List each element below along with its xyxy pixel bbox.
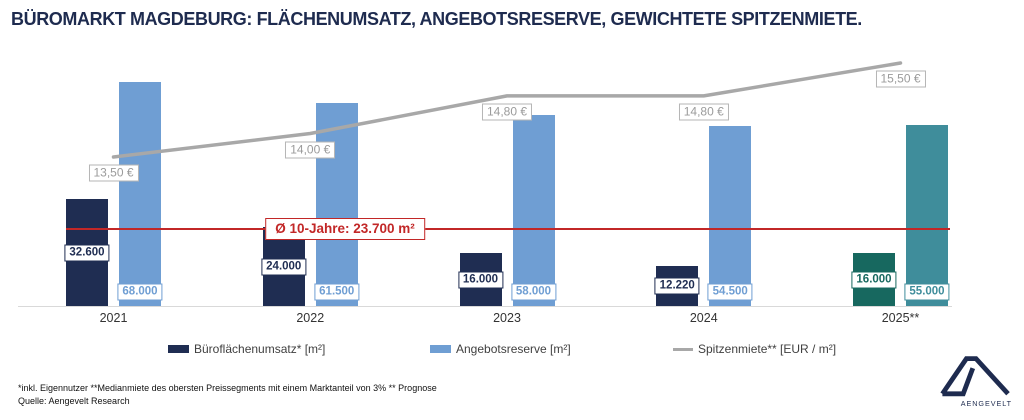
legend-bar-swatch-icon xyxy=(430,345,451,353)
value-label-bueroflaechenumsatz-2021: 32.600 xyxy=(64,244,110,261)
bar-angebotsreserve-2024 xyxy=(709,126,752,306)
value-label-angebotsreserve-2023: 58.000 xyxy=(510,283,557,301)
logo-a-icon xyxy=(940,356,1010,397)
value-label-angebotsreserve-2022: 61.500 xyxy=(314,283,360,301)
value-label-bueroflaechenumsatz-2022: 24.000 xyxy=(261,258,307,275)
footnotes: *inkl. Eigennutzer **Medianmiete des obe… xyxy=(18,382,437,408)
average-line-label: Ø 10-Jahre: 23.700 m² xyxy=(265,218,425,240)
legend-item-bueroflaechenumsatz: Büroflächenumsatz* [m²] xyxy=(168,342,325,356)
value-label-angebotsreserve-2021: 68.000 xyxy=(117,283,163,301)
legend-bar-swatch-icon xyxy=(168,345,189,353)
value-label-angebotsreserve-2025**: 55.000 xyxy=(904,283,950,301)
legend-label: Spitzenmiete** [EUR / m²] xyxy=(698,342,837,356)
legend-label: Angebotsreserve [m²] xyxy=(456,342,571,356)
value-label-bueroflaechenumsatz-2023: 16.000 xyxy=(457,271,504,288)
spitzenmiete-label-2023: 14,80 € xyxy=(481,103,533,121)
logo-brand-text: AENGEVELT xyxy=(961,399,1012,408)
category-label-2024: 2024 xyxy=(689,311,718,325)
spitzenmiete-label-2022: 14,00 € xyxy=(285,141,336,159)
spitzenmiete-label-2025**: 15,50 € xyxy=(875,70,926,88)
category-label-2021: 2021 xyxy=(99,311,128,325)
spitzenmiete-label-2024: 14,80 € xyxy=(678,103,729,121)
bar-angebotsreserve-2021 xyxy=(119,82,161,306)
page-title: BÜROMARKT MAGDEBURG: FLÄCHENUMSATZ, ANGE… xyxy=(11,9,862,29)
source-note: Quelle: Aengevelt Research xyxy=(18,396,130,406)
category-label-2023: 2023 xyxy=(493,311,521,325)
footnote-text: *inkl. Eigennutzer **Medianmiete des obe… xyxy=(18,383,437,393)
legend-item-spitzenmiete: Spitzenmiete** [EUR / m²] xyxy=(673,342,836,356)
average-line xyxy=(66,228,950,230)
legend-label: Büroflächenumsatz* [m²] xyxy=(194,342,326,356)
x-axis-line xyxy=(18,306,952,307)
legend-item-angebotsreserve: Angebotsreserve [m²] xyxy=(430,342,571,356)
category-label-2022: 2022 xyxy=(296,311,325,325)
aengevelt-logo: AENGEVELT xyxy=(940,356,1012,408)
bar-angebotsreserve-2022 xyxy=(315,103,358,306)
value-label-bueroflaechenumsatz-2024: 12.220 xyxy=(654,277,700,295)
value-label-bueroflaechenumsatz-2025**: 16.000 xyxy=(851,271,897,288)
value-label-angebotsreserve-2024: 54.500 xyxy=(707,283,753,301)
legend-line-swatch-icon xyxy=(673,347,693,351)
spitzenmiete-label-2021: 13,50 € xyxy=(88,164,139,182)
category-label-2025**: 2025** xyxy=(881,311,920,325)
bar-angebotsreserve-2023 xyxy=(512,115,555,306)
bar-angebotsreserve-2025** xyxy=(906,125,948,306)
